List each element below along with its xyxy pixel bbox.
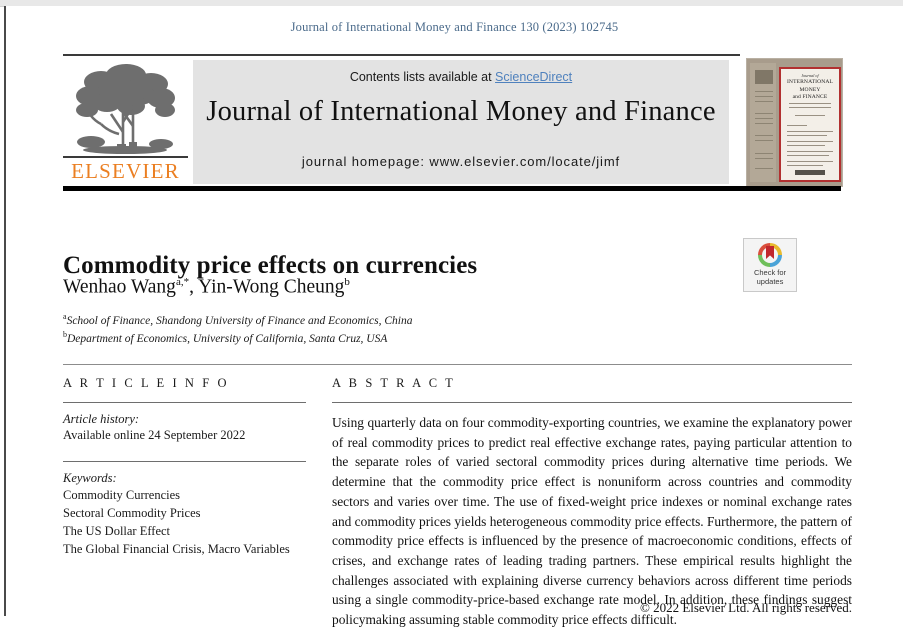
abstract-heading: A B S T R A C T xyxy=(332,376,456,390)
affiliation-marker: a xyxy=(63,312,67,321)
article-history-label: Article history: xyxy=(63,412,140,426)
keyword-item: Commodity Currencies xyxy=(63,487,180,502)
abstract-heading-rule xyxy=(332,402,852,403)
keyword-item: Sectoral Commodity Prices xyxy=(63,505,201,520)
cover-spine-mark xyxy=(755,70,773,84)
elsevier-logo: ELSEVIER xyxy=(63,60,188,184)
cover-title: INTERNATIONAL MONEY and FINANCE xyxy=(781,79,839,102)
journal-homepage-line[interactable]: journal homepage: www.elsevier.com/locat… xyxy=(301,154,621,169)
article-history-value: Available online 24 September 2022 xyxy=(63,428,246,442)
running-head: Journal of International Money and Finan… xyxy=(290,20,619,34)
page-title: Commodity price effects on currencies xyxy=(63,251,478,279)
affiliation-item: bDepartment of Economics, University of … xyxy=(63,329,723,347)
page-left-edge xyxy=(4,6,6,616)
abstract-column: A B S T R A C T Using quarterly data on … xyxy=(332,376,852,630)
sciencedirect-link[interactable]: ScienceDirect xyxy=(495,70,573,84)
masthead-top-rule xyxy=(63,54,740,56)
crossmark-ring-icon xyxy=(758,243,782,267)
cover-title-line-3: and FINANCE xyxy=(792,94,828,101)
author-separator: , xyxy=(189,276,199,298)
article-info-heading-rule xyxy=(63,402,306,403)
journal-title: Journal of International Money and Finan… xyxy=(206,96,716,127)
affiliation-text: School of Finance, Shandong University o… xyxy=(66,314,413,327)
cover-footer-bar xyxy=(795,170,825,175)
journal-banner: Contents lists available at ScienceDirec… xyxy=(193,60,729,184)
affiliation-marker: b xyxy=(63,330,67,340)
abstract-text: Using quarterly data on four commodity-e… xyxy=(332,415,852,628)
author-name[interactable]: Yin-Wong Cheung xyxy=(198,276,345,298)
pdf-page: Journal of International Money and Finan… xyxy=(6,6,903,627)
section-divider-rule xyxy=(63,364,852,365)
article-info-column: A R T I C L E I N F O Article history: A… xyxy=(63,376,306,558)
cover-journal-of: Journal of xyxy=(801,73,819,78)
elsevier-wordmark: ELSEVIER xyxy=(63,156,188,182)
author-list: Wenhao Wanga,*, Yin-Wong Cheungb xyxy=(63,276,723,299)
article-info-heading: A R T I C L E I N F O xyxy=(63,376,230,390)
keywords-divider-rule xyxy=(63,460,306,462)
cover-title-line-2: MONEY xyxy=(799,86,821,93)
elsevier-tree-logo-icon xyxy=(76,64,175,154)
author-name[interactable]: Wenhao Wang xyxy=(63,276,176,298)
affiliation-list: aSchool of Finance, Shandong University … xyxy=(63,311,723,347)
cover-title-line-1: INTERNATIONAL xyxy=(786,79,834,85)
affiliation-text: Department of Economics, University of C… xyxy=(67,332,388,345)
contents-lists-prefix: Contents lists available at xyxy=(349,70,496,84)
contents-lists-line: Contents lists available at ScienceDirec… xyxy=(193,70,729,84)
keyword-item: The US Dollar Effect xyxy=(63,524,171,538)
crossmark-label-line-2: updates xyxy=(756,277,784,287)
author-affiliation-marker: a,* xyxy=(175,276,190,288)
author-affiliation-marker: b xyxy=(344,276,350,288)
journal-cover-thumbnail: Journal of INTERNATIONAL MONEY and FINAN… xyxy=(746,58,843,187)
keyword-item: The Global Financial Crisis, Macro Varia… xyxy=(63,542,290,557)
crossmark-label: Check for updates xyxy=(744,268,796,286)
masthead-bottom-rule xyxy=(63,186,841,191)
keywords-label: Keywords: xyxy=(63,470,117,485)
cover-content-box: Journal of INTERNATIONAL MONEY and FINAN… xyxy=(779,67,841,182)
crossmark-bookmark-icon xyxy=(766,246,774,259)
crossmark-check-for-updates-badge[interactable]: Check for updates xyxy=(743,238,797,292)
copyright-notice: © 2022 Elsevier Ltd. All rights reserved… xyxy=(639,600,852,615)
crossmark-label-line-1: Check for xyxy=(753,268,787,277)
affiliation-item: aSchool of Finance, Shandong University … xyxy=(63,311,723,329)
cover-spine xyxy=(750,63,776,182)
